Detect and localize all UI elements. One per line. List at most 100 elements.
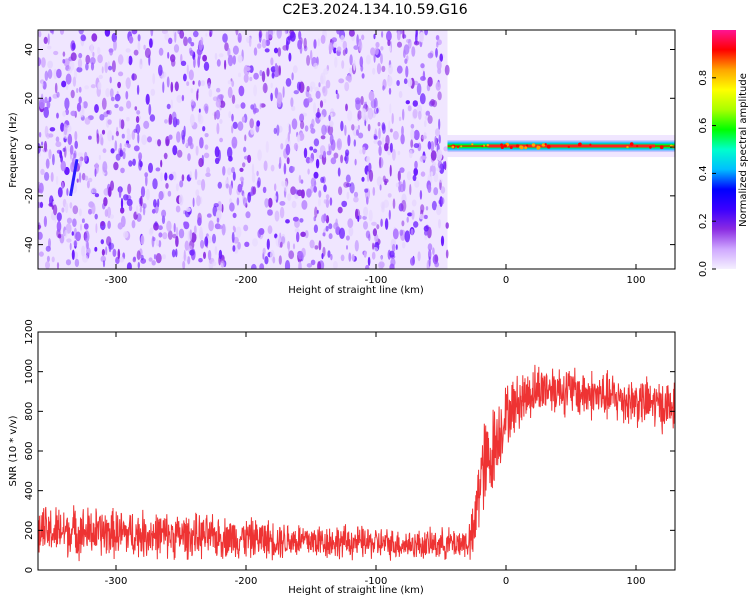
noise-cell xyxy=(435,128,440,137)
noise-cell xyxy=(196,90,199,101)
noise-cell xyxy=(101,129,106,135)
noise-cell xyxy=(126,55,130,64)
noise-cell xyxy=(98,154,101,161)
noise-cell xyxy=(264,198,269,208)
noise-cell xyxy=(310,259,316,266)
noise-cell xyxy=(164,32,170,41)
noise-cell xyxy=(266,238,270,250)
noise-cell xyxy=(215,109,221,120)
noise-cell xyxy=(257,43,262,49)
noise-cell xyxy=(224,59,227,70)
snr-x-ticks: -300 -200 -100 0 100 xyxy=(105,332,646,587)
noise-cell xyxy=(237,183,243,193)
noise-cell xyxy=(265,39,271,46)
noise-cell xyxy=(345,149,350,157)
noise-cell xyxy=(424,30,428,36)
noise-cell xyxy=(388,45,392,52)
colorbar-label: Normalized spectral amplitude xyxy=(738,73,749,227)
noise-cell xyxy=(214,157,220,164)
noise-cell xyxy=(225,183,229,189)
colorbar: 0.0 0.2 0.4 0.6 0.8 Normalized spectral ampl… xyxy=(698,30,749,277)
noise-cell xyxy=(216,59,221,67)
noise-cell xyxy=(155,239,159,247)
noise-cell xyxy=(319,100,324,108)
noise-cell xyxy=(259,263,265,269)
noise-cell xyxy=(416,83,422,96)
noise-cell xyxy=(219,119,223,124)
noise-cell xyxy=(114,103,119,109)
noise-cell xyxy=(413,221,419,228)
snr-panel: -300 -200 -100 0 100 0 200 400 600 800 1000 1200 H… xyxy=(8,319,676,596)
noise-cell xyxy=(353,59,356,71)
noise-cell xyxy=(432,161,437,167)
noise-cell xyxy=(227,54,234,67)
noise-cell xyxy=(190,42,195,47)
noise-cell xyxy=(126,117,130,122)
noise-cell xyxy=(95,223,98,234)
noise-cell xyxy=(43,36,48,45)
noise-cell xyxy=(104,62,108,74)
noise-cell xyxy=(419,213,424,220)
noise-cell xyxy=(178,194,184,206)
noise-cell xyxy=(328,233,333,240)
snr-y-ticks: 0 200 400 600 800 1000 1200 xyxy=(24,319,675,573)
noise-cell xyxy=(392,130,399,140)
x-tick-label: 100 xyxy=(626,275,645,286)
noise-cell xyxy=(325,194,330,200)
noise-cell xyxy=(153,254,157,260)
noise-cell xyxy=(74,140,78,149)
noise-cell xyxy=(192,197,195,208)
noise-cell xyxy=(111,135,114,141)
noise-cell xyxy=(328,114,331,122)
noise-cell xyxy=(231,125,234,134)
noise-cell xyxy=(65,108,69,116)
noise-cell xyxy=(288,52,292,62)
noise-cell xyxy=(69,202,73,209)
noise-cell xyxy=(291,200,297,209)
noise-cell xyxy=(436,59,442,71)
noise-cell xyxy=(328,42,333,54)
noise-cell xyxy=(65,259,72,266)
noise-cell xyxy=(265,141,269,153)
noise-cell xyxy=(120,197,124,210)
noise-cell xyxy=(115,130,119,137)
noise-cell xyxy=(281,236,286,244)
noise-cell xyxy=(142,206,146,216)
colorbar-tick-label: 0.6 xyxy=(698,118,709,134)
noise-cell xyxy=(380,255,383,264)
noise-cell xyxy=(365,230,371,239)
noise-cell xyxy=(404,58,408,64)
noise-cell xyxy=(144,172,149,178)
noise-cell xyxy=(102,260,106,268)
noise-cell xyxy=(44,171,50,181)
noise-cell xyxy=(231,136,238,149)
noise-cell xyxy=(318,82,321,88)
noise-cell xyxy=(126,133,132,141)
noise-cell xyxy=(170,81,174,93)
noise-cell xyxy=(78,86,82,93)
noise-cell xyxy=(113,39,117,51)
noise-cell xyxy=(322,85,328,97)
noise-cell xyxy=(279,206,285,219)
noise-cell xyxy=(192,80,195,85)
spectrogram-y-ticks: -40 -20 0 20 40 xyxy=(24,43,675,253)
noise-cell xyxy=(372,186,376,196)
noise-cell xyxy=(277,92,283,105)
noise-cell xyxy=(211,261,217,267)
noise-cell xyxy=(167,230,173,240)
noise-cell xyxy=(262,247,266,255)
noise-cell xyxy=(38,131,42,138)
noise-cell xyxy=(94,168,97,177)
noise-cell xyxy=(323,184,327,193)
noise-cell xyxy=(313,171,319,179)
noise-cell xyxy=(244,241,250,247)
noise-cell xyxy=(439,53,444,62)
noise-cell xyxy=(176,94,183,103)
noise-cell xyxy=(330,112,333,118)
noise-cell xyxy=(366,156,371,163)
colorbar-tick-label: 0.0 xyxy=(698,261,709,277)
noise-cell xyxy=(198,258,203,263)
noise-cell xyxy=(88,177,93,183)
noise-cell xyxy=(315,158,320,169)
noise-cell xyxy=(206,167,211,175)
